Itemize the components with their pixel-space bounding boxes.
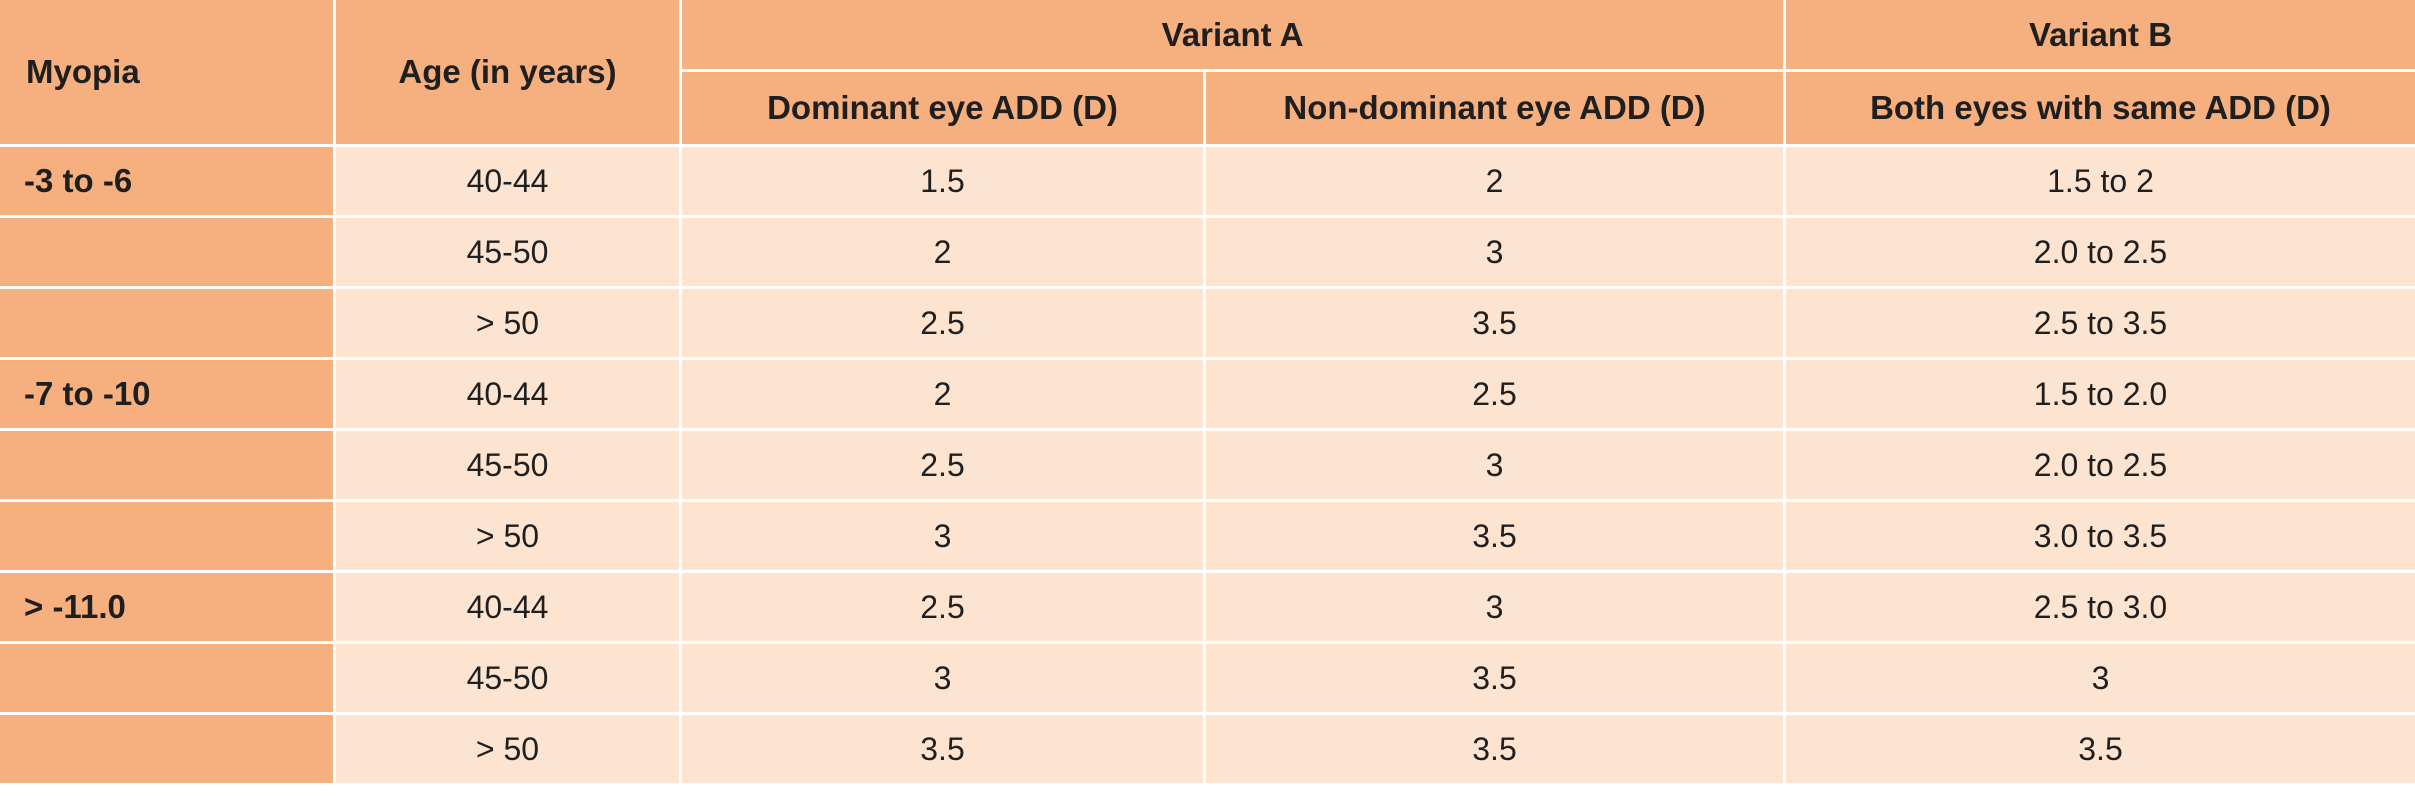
age-cell: 40-44: [336, 360, 682, 431]
table-row: 45-50 3 3.5 3: [0, 644, 2415, 715]
myopia-cell: [0, 715, 336, 786]
age-cell: 45-50: [336, 644, 682, 715]
age-cell: > 50: [336, 289, 682, 360]
age-cell: > 50: [336, 502, 682, 573]
dominant-cell: 2: [682, 218, 1206, 289]
non-dominant-cell: 2: [1206, 147, 1786, 218]
age-cell: 40-44: [336, 573, 682, 644]
table-row: > 50 2.5 3.5 2.5 to 3.5: [0, 289, 2415, 360]
both-eyes-cell: 3: [1786, 644, 2415, 715]
header-non-dominant: Non-dominant eye ADD (D): [1206, 72, 1786, 147]
table-row: > 50 3.5 3.5 3.5: [0, 715, 2415, 786]
dominant-cell: 3.5: [682, 715, 1206, 786]
header-dominant: Dominant eye ADD (D): [682, 72, 1206, 147]
non-dominant-cell: 3: [1206, 218, 1786, 289]
header-both-eyes: Both eyes with same ADD (D): [1786, 72, 2415, 147]
dominant-cell: 1.5: [682, 147, 1206, 218]
myopia-cell: [0, 502, 336, 573]
table-row: 45-50 2 3 2.0 to 2.5: [0, 218, 2415, 289]
dominant-cell: 2.5: [682, 289, 1206, 360]
header-age: Age (in years): [336, 0, 682, 147]
non-dominant-cell: 3.5: [1206, 715, 1786, 786]
non-dominant-cell: 3: [1206, 573, 1786, 644]
table-row: -7 to -10 40-44 2 2.5 1.5 to 2.0: [0, 360, 2415, 431]
dominant-cell: 2.5: [682, 573, 1206, 644]
non-dominant-cell: 3: [1206, 431, 1786, 502]
age-cell: 45-50: [336, 218, 682, 289]
table-row: > -11.0 40-44 2.5 3 2.5 to 3.0: [0, 573, 2415, 644]
header-row-1: Myopia Age (in years) Variant A Variant …: [0, 0, 2415, 147]
myopia-cell: [0, 289, 336, 360]
myopia-cell: [0, 218, 336, 289]
non-dominant-cell: 3.5: [1206, 644, 1786, 715]
myopia-cell: -3 to -6: [0, 147, 336, 218]
both-eyes-cell: 3.5: [1786, 715, 2415, 786]
table-header: Myopia Age (in years) Variant A Variant …: [0, 0, 2415, 147]
both-eyes-cell: 2.0 to 2.5: [1786, 431, 2415, 502]
myopia-cell: [0, 431, 336, 502]
both-eyes-cell: 1.5 to 2: [1786, 147, 2415, 218]
dominant-cell: 2: [682, 360, 1206, 431]
non-dominant-cell: 3.5: [1206, 502, 1786, 573]
myopia-cell: -7 to -10: [0, 360, 336, 431]
both-eyes-cell: 2.5 to 3.0: [1786, 573, 2415, 644]
table-body: -3 to -6 40-44 1.5 2 1.5 to 2 45-50 2 3 …: [0, 147, 2415, 786]
myopia-cell: > -11.0: [0, 573, 336, 644]
myopia-cell: [0, 644, 336, 715]
non-dominant-cell: 3.5: [1206, 289, 1786, 360]
age-cell: 45-50: [336, 431, 682, 502]
both-eyes-cell: 2.5 to 3.5: [1786, 289, 2415, 360]
dominant-cell: 3: [682, 502, 1206, 573]
non-dominant-cell: 2.5: [1206, 360, 1786, 431]
table-row: -3 to -6 40-44 1.5 2 1.5 to 2: [0, 147, 2415, 218]
header-variant-a: Variant A: [682, 0, 1786, 72]
age-cell: 40-44: [336, 147, 682, 218]
both-eyes-cell: 1.5 to 2.0: [1786, 360, 2415, 431]
header-myopia: Myopia: [0, 0, 336, 147]
table-row: > 50 3 3.5 3.0 to 3.5: [0, 502, 2415, 573]
both-eyes-cell: 2.0 to 2.5: [1786, 218, 2415, 289]
age-cell: > 50: [336, 715, 682, 786]
header-row-2: Dominant eye ADD (D) Non-dominant eye AD…: [0, 72, 2415, 147]
table-row: 45-50 2.5 3 2.0 to 2.5: [0, 431, 2415, 502]
both-eyes-cell: 3.0 to 3.5: [1786, 502, 2415, 573]
header-variant-b: Variant B: [1786, 0, 2415, 72]
dominant-cell: 3: [682, 644, 1206, 715]
dominant-cell: 2.5: [682, 431, 1206, 502]
